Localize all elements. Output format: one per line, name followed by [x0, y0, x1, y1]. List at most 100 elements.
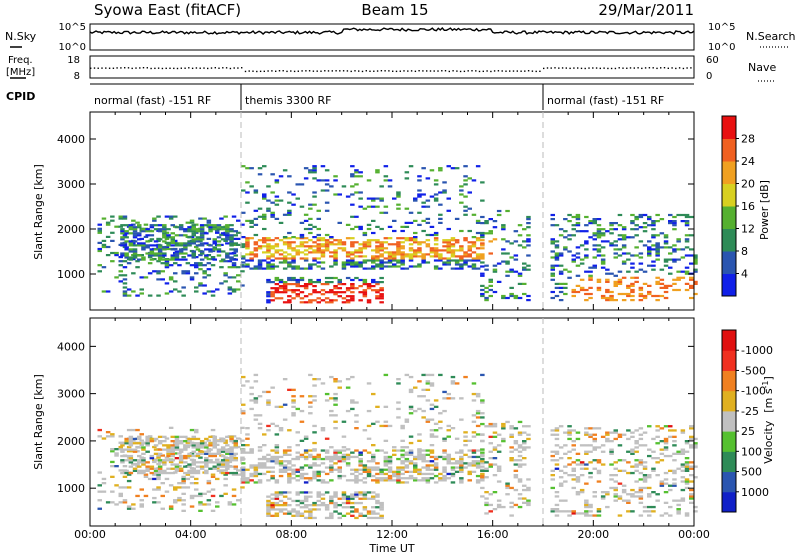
range-gate-cell [210, 294, 216, 297]
range-gate-cell [467, 241, 472, 244]
range-gate-cell [199, 252, 205, 255]
range-gate-cell [266, 209, 271, 212]
range-gate-cell [164, 245, 170, 249]
range-gate-cell [609, 478, 614, 481]
range-gate-cell [459, 245, 464, 248]
range-gate-cell [316, 251, 321, 254]
range-gate-cell [262, 464, 267, 467]
range-gate-cell [181, 286, 186, 289]
freq-point [561, 67, 564, 69]
freq-point [320, 70, 322, 72]
range-gate-cell [480, 222, 485, 225]
range-gate-cell [114, 454, 119, 457]
range-gate-cell [459, 457, 464, 461]
range-gate-cell [233, 440, 238, 443]
range-gate-cell [337, 241, 342, 244]
range-gate-cell [509, 435, 514, 438]
range-gate-cell [550, 240, 555, 243]
range-gate-cell [693, 442, 698, 445]
range-gate-cell [408, 257, 414, 260]
range-gate-cell [558, 476, 564, 479]
range-gate-cell [287, 295, 292, 298]
range-gate-cell [333, 287, 338, 290]
range-gate-cell [413, 457, 418, 461]
range-gate-cell [358, 247, 363, 250]
velocity-data [97, 373, 698, 520]
range-gate-cell [287, 243, 292, 246]
range-gate-cell [475, 395, 481, 398]
range-gate-cell [417, 407, 422, 411]
range-gate-cell [124, 224, 129, 227]
range-gate-cell [613, 274, 618, 277]
range-gate-cell [362, 281, 368, 284]
range-gate-cell [157, 459, 163, 462]
range-gate-cell [613, 488, 618, 492]
range-gate-cell [241, 462, 246, 465]
range-gate-cell [501, 422, 506, 426]
range-gate-cell [379, 468, 384, 471]
range-gate-cell [262, 245, 267, 248]
range-gate-cell [324, 241, 330, 244]
range-gate-cell [693, 254, 698, 257]
range-gate-cell [128, 437, 134, 441]
range-gate-cell [509, 433, 514, 436]
range-gate-cell [320, 493, 326, 496]
range-gate-cell [379, 261, 384, 264]
range-gate-cell [651, 437, 656, 441]
range-gate-cell [320, 189, 326, 192]
range-gate-cell [257, 173, 263, 176]
range-gate-cell [333, 299, 338, 302]
range-gate-cell [550, 213, 555, 217]
range-gate-cell [308, 293, 313, 296]
range-gate-cell [659, 286, 665, 289]
range-gate-cell [450, 255, 456, 258]
range-gate-cell [324, 472, 330, 476]
range-gate-cell [680, 452, 686, 455]
range-gate-cell [592, 427, 597, 430]
range-gate-cell [299, 455, 305, 459]
range-gate-cell [600, 463, 606, 466]
freq-point [127, 67, 130, 69]
range-gate-cell [592, 446, 597, 449]
range-gate-cell [513, 474, 519, 477]
range-gate-cell [501, 296, 506, 300]
y-tick-label: 2000 [57, 435, 85, 448]
range-gate-cell [672, 220, 677, 223]
range-gate-cell [387, 462, 393, 465]
range-gate-cell [463, 209, 468, 212]
range-gate-cell [501, 228, 506, 231]
range-gate-cell [120, 230, 125, 233]
range-gate-cell [128, 442, 134, 445]
range-gate-cell [168, 460, 174, 464]
range-gate-cell [366, 460, 372, 463]
range-gate-cell [191, 232, 196, 235]
freq-point [614, 67, 617, 70]
range-gate-cell [676, 258, 681, 261]
range-gate-cell [341, 460, 347, 463]
range-gate-cell [400, 255, 405, 258]
range-gate-cell [308, 251, 313, 254]
range-gate-cell [225, 236, 230, 239]
range-gate-cell [626, 270, 631, 273]
range-gate-cell [312, 455, 317, 459]
range-gate-cell [584, 270, 589, 273]
range-gate-cell [621, 433, 627, 436]
range-gate-cell [253, 247, 259, 250]
range-gate-cell [579, 262, 585, 265]
range-gate-cell [312, 241, 317, 244]
range-gate-cell [208, 244, 213, 247]
freq-point [520, 70, 522, 72]
range-gate-cell [676, 450, 681, 453]
range-gate-cell [303, 253, 309, 256]
range-gate-cell [488, 510, 493, 513]
range-gate-cell [120, 450, 125, 453]
freq-point [516, 70, 518, 72]
range-gate-cell [181, 482, 186, 485]
range-gate-cell [312, 191, 317, 194]
range-gate-cell [693, 260, 698, 263]
range-gate-cell [210, 488, 216, 491]
range-gate-cell [480, 236, 485, 239]
range-gate-cell [366, 512, 372, 515]
range-gate-cell [282, 285, 288, 288]
range-gate-cell [400, 241, 405, 244]
